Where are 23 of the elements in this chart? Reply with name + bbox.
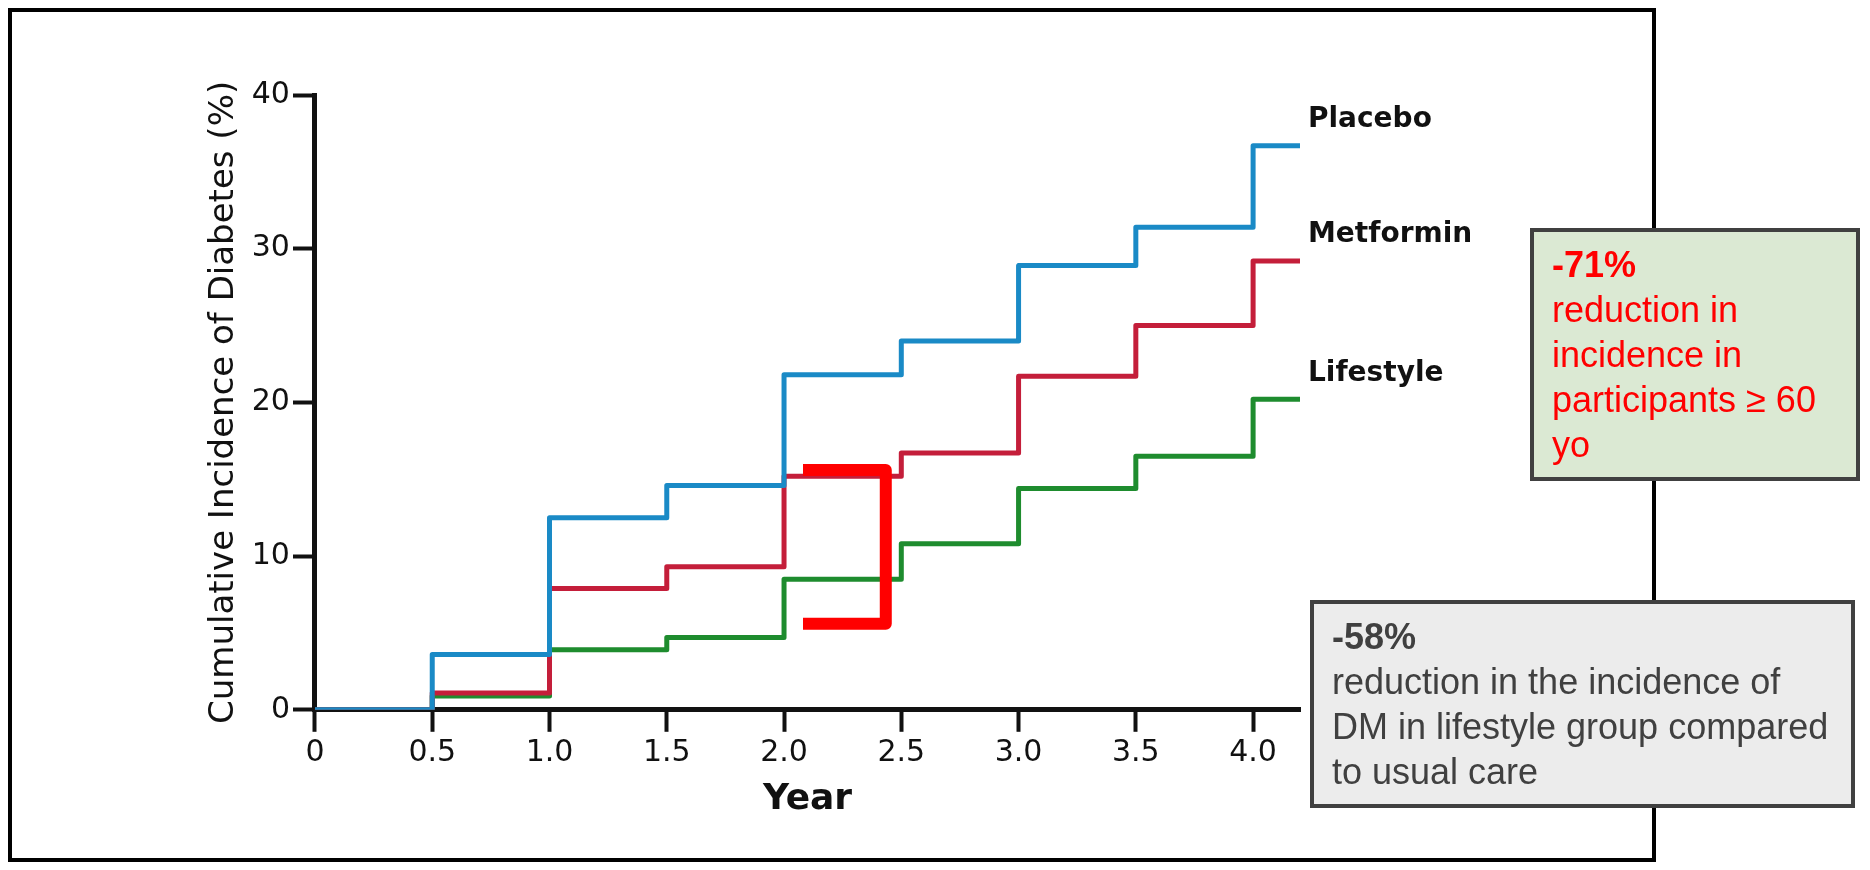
x-tick-label: 2.5	[877, 732, 926, 768]
y-tick-label: 20	[251, 382, 290, 418]
y-axis-title: Cumulative Incidence of Diabetes (%)	[201, 80, 242, 724]
x-tick-label: 0.5	[408, 732, 457, 768]
y-tick-label: 10	[251, 535, 290, 571]
y-tick-label: 40	[251, 74, 290, 110]
x-tick-label: 0	[305, 732, 325, 768]
x-tick-label: 1.5	[642, 732, 691, 768]
text: -58%	[1332, 615, 1418, 659]
x-tick-label: 4.0	[1229, 732, 1277, 768]
text: -71%	[1552, 243, 1638, 287]
x-tick-label: 2.0	[760, 732, 808, 768]
y-tick-label: 0	[270, 689, 290, 725]
y-tick-label: 30	[251, 228, 290, 264]
x-tick-label: 3.0	[994, 732, 1043, 768]
series-label: Placebo	[1308, 101, 1432, 134]
x-tick-label: 1.0	[525, 732, 574, 768]
x-tick-label: 3.5	[1111, 732, 1160, 768]
text: reduction in the incidence of DM in lifestyle group compared to usual care	[1332, 661, 1829, 792]
series-label: Lifestyle	[1308, 354, 1444, 388]
text: reduction in incidence in participants ≥ 60 yo	[1552, 289, 1816, 465]
series-label: Metformin	[1308, 216, 1473, 250]
x-axis-title: Year	[761, 775, 853, 817]
